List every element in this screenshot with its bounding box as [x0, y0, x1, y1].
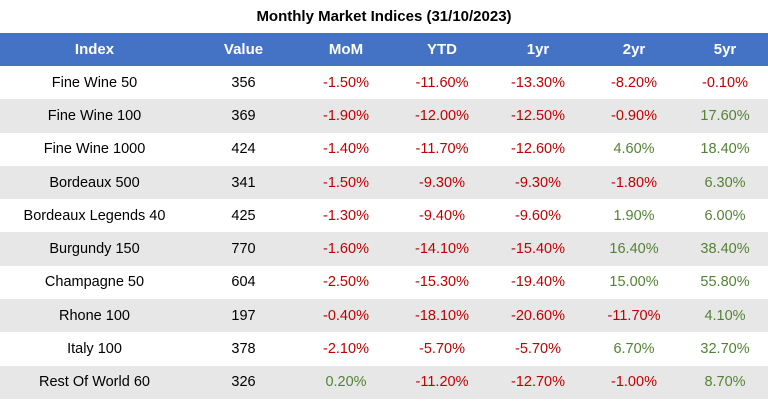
cell-ytd: -14.10%: [394, 232, 490, 266]
cell-5yr: 8.70%: [682, 365, 768, 399]
table-row: Bordeaux 500 341 -1.50% -9.30% -9.30% -1.80% 6…: [0, 165, 768, 200]
cell-ytd: -9.40%: [394, 199, 490, 233]
cell-1yr: -9.60%: [490, 199, 586, 233]
cell-2yr: -1.00%: [586, 365, 682, 399]
cell-2yr: 6.70%: [586, 332, 682, 366]
cell-index-name: Italy 100: [0, 332, 189, 366]
table-row: Bordeaux Legends 40 425 -1.30% -9.40% -9.60%…: [0, 199, 768, 233]
cell-mom: -0.40%: [298, 299, 394, 333]
table-body: Fine Wine 50 356 -1.50% -11.60% -13.30% -8.20…: [0, 66, 768, 399]
cell-value: 326: [189, 365, 298, 399]
cell-ytd: -11.20%: [394, 365, 490, 399]
cell-ytd: -11.70%: [394, 132, 490, 166]
cell-1yr: -12.50%: [490, 99, 586, 133]
cell-index-name: Bordeaux 500: [0, 165, 189, 200]
cell-ytd: -12.00%: [394, 99, 490, 133]
cell-1yr: -9.30%: [490, 165, 586, 200]
cell-index-name: Fine Wine 1000: [0, 132, 189, 166]
cell-mom: -1.50%: [298, 165, 394, 200]
cell-ytd: -11.60%: [394, 66, 490, 100]
col-header-mom: MoM: [298, 33, 394, 66]
cell-1yr: -12.60%: [490, 132, 586, 166]
cell-2yr: 4.60%: [586, 132, 682, 166]
cell-value: 341: [189, 165, 298, 200]
cell-index-name: Rhone 100: [0, 299, 189, 333]
col-header-2yr: 2yr: [586, 33, 682, 66]
table-row: Fine Wine 50 356 -1.50% -11.60% -13.30% -8.20…: [0, 66, 768, 100]
cell-5yr: 32.70%: [682, 332, 768, 366]
cell-index-name: Rest Of World 60: [0, 365, 189, 399]
table-row: Fine Wine 100 369 -1.90% -12.00% -12.50% -0.9…: [0, 99, 768, 133]
table-row: Burgundy 150 770 -1.60% -14.10% -15.40% 16.40…: [0, 232, 768, 266]
cell-2yr: -8.20%: [586, 66, 682, 100]
cell-1yr: -15.40%: [490, 232, 586, 266]
cell-index-name: Champagne 50: [0, 265, 189, 300]
cell-5yr: -0.10%: [682, 66, 768, 100]
cell-value: 197: [189, 299, 298, 333]
table-row: Fine Wine 1000 424 -1.40% -11.70% -12.60% 4.6…: [0, 132, 768, 166]
cell-value: 369: [189, 99, 298, 133]
col-header-index: Index: [0, 33, 189, 66]
cell-index-name: Fine Wine 100: [0, 99, 189, 133]
cell-2yr: -0.90%: [586, 99, 682, 133]
table-row: Champagne 50 604 -2.50% -15.30% -19.40% 15.00…: [0, 265, 768, 300]
col-header-ytd: YTD: [394, 33, 490, 66]
cell-5yr: 6.30%: [682, 165, 768, 200]
table-row: Italy 100 378 -2.10% -5.70% -5.70% 6.70% 32.70…: [0, 332, 768, 366]
cell-5yr: 55.80%: [682, 265, 768, 300]
cell-index-name: Bordeaux Legends 40: [0, 199, 189, 233]
col-header-value: Value: [189, 33, 298, 66]
cell-mom: -2.50%: [298, 265, 394, 300]
cell-ytd: -15.30%: [394, 265, 490, 300]
cell-mom: -1.40%: [298, 132, 394, 166]
indices-table: Index Value MoM YTD 1yr 2yr 5yr Fine Win…: [0, 33, 768, 399]
col-header-1yr: 1yr: [490, 33, 586, 66]
table-title: Monthly Market Indices (31/10/2023): [256, 8, 512, 25]
cell-5yr: 38.40%: [682, 232, 768, 266]
cell-ytd: -18.10%: [394, 299, 490, 333]
cell-2yr: 16.40%: [586, 232, 682, 266]
cell-mom: -1.50%: [298, 66, 394, 100]
cell-1yr: -20.60%: [490, 299, 586, 333]
cell-value: 424: [189, 132, 298, 166]
cell-value: 425: [189, 199, 298, 233]
cell-1yr: -12.70%: [490, 365, 586, 399]
cell-mom: -2.10%: [298, 332, 394, 366]
cell-2yr: -1.80%: [586, 165, 682, 200]
cell-value: 604: [189, 265, 298, 300]
cell-5yr: 4.10%: [682, 299, 768, 333]
cell-2yr: 15.00%: [586, 265, 682, 300]
cell-value: 356: [189, 66, 298, 100]
table-row: Rhone 100 197 -0.40% -18.10% -20.60% -11.70% 4…: [0, 299, 768, 333]
cell-5yr: 6.00%: [682, 199, 768, 233]
cell-mom: -1.60%: [298, 232, 394, 266]
cell-1yr: -19.40%: [490, 265, 586, 300]
cell-1yr: -5.70%: [490, 332, 586, 366]
cell-5yr: 17.60%: [682, 99, 768, 133]
cell-5yr: 18.40%: [682, 132, 768, 166]
header-row: Index Value MoM YTD 1yr 2yr 5yr: [0, 33, 768, 66]
cell-ytd: -9.30%: [394, 165, 490, 200]
cell-value: 378: [189, 332, 298, 366]
col-header-5yr: 5yr: [682, 33, 768, 66]
cell-mom: -1.30%: [298, 199, 394, 233]
cell-index-name: Fine Wine 50: [0, 66, 189, 100]
cell-value: 770: [189, 232, 298, 266]
table-row: Rest Of World 60 326 0.20% -11.20% -12.70% -1…: [0, 365, 768, 399]
cell-mom: 0.20%: [298, 365, 394, 399]
cell-index-name: Burgundy 150: [0, 232, 189, 266]
cell-ytd: -5.70%: [394, 332, 490, 366]
cell-mom: -1.90%: [298, 99, 394, 133]
cell-2yr: -11.70%: [586, 299, 682, 333]
cell-2yr: 1.90%: [586, 199, 682, 233]
cell-1yr: -13.30%: [490, 66, 586, 100]
